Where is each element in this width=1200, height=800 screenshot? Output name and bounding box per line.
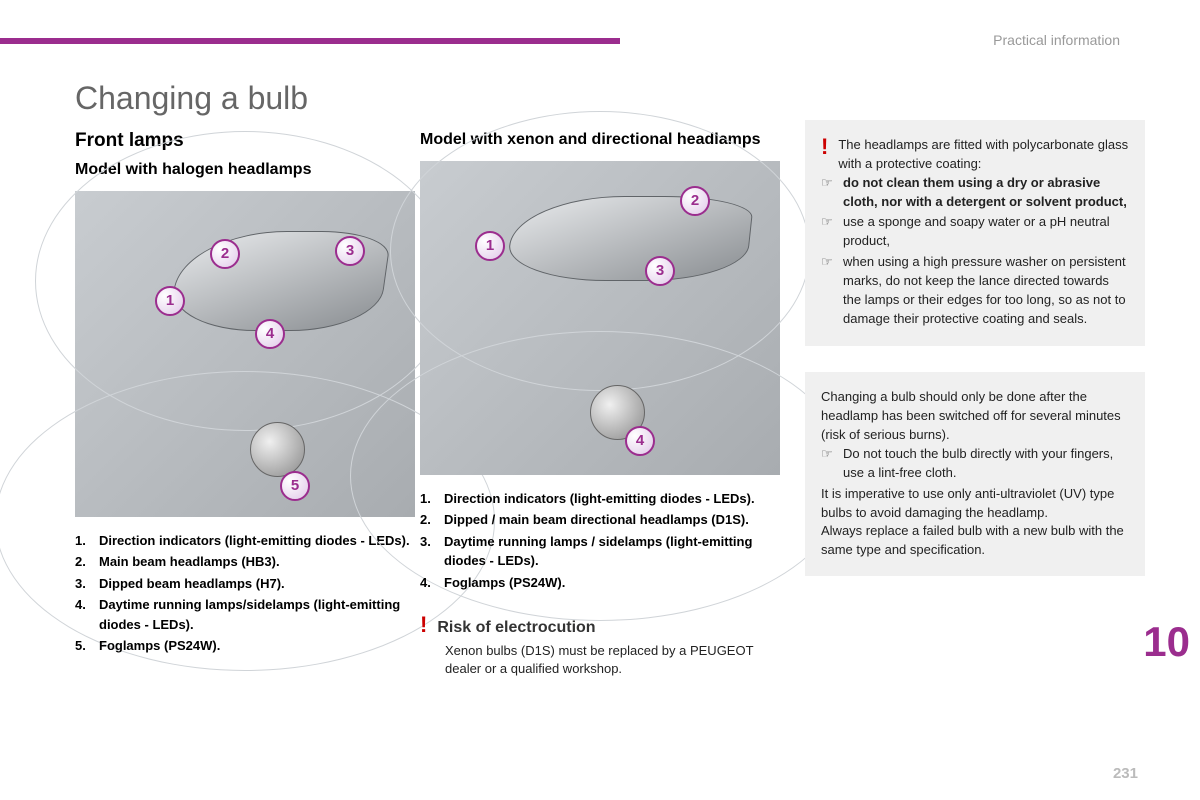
list-item: Foglamps (PS24W). xyxy=(99,636,415,656)
callout-marker: 3 xyxy=(645,256,675,286)
list-item: do not clean them using a dry or abrasiv… xyxy=(843,174,1129,212)
column-halogen: Front lamps Model with halogen headlamps… xyxy=(75,130,415,658)
column-info: ! The headlamps are fitted with polycarb… xyxy=(805,120,1145,602)
callout-marker: 5 xyxy=(280,471,310,501)
list-item: Direction indicators (light-emitting dio… xyxy=(99,531,415,551)
list-item: when using a high pressure washer on per… xyxy=(843,253,1129,328)
list-item: Daytime running lamps / sidelamps (light… xyxy=(444,532,780,571)
changing-p1: Changing a bulb should only be done afte… xyxy=(821,388,1129,445)
xenon-diagram: 1 2 3 4 xyxy=(420,161,780,475)
callout-marker: 1 xyxy=(155,286,185,316)
warning-icon: ! xyxy=(420,612,427,638)
info-box-cleaning: ! The headlamps are fitted with polycarb… xyxy=(805,120,1145,346)
info-box-changing: Changing a bulb should only be done afte… xyxy=(805,372,1145,576)
warning-icon: ! xyxy=(821,136,828,174)
xenon-list: Direction indicators (light-emitting dio… xyxy=(420,489,780,593)
changing-p2: It is imperative to use only anti-ultrav… xyxy=(821,485,1129,523)
callout-marker: 2 xyxy=(680,186,710,216)
cleaning-lead: The headlamps are fitted with polycarbon… xyxy=(838,136,1129,174)
changing-list: Do not touch the bulb directly with your… xyxy=(821,445,1129,483)
warning-body: Xenon bulbs (D1S) must be replaced by a … xyxy=(420,642,780,678)
callout-marker: 3 xyxy=(335,236,365,266)
foglamp-shape xyxy=(250,422,305,477)
list-item: Main beam headlamps (HB3). xyxy=(99,552,415,572)
list-item: Dipped / main beam directional headlamps… xyxy=(444,510,780,530)
list-item: Do not touch the bulb directly with your… xyxy=(843,445,1129,483)
page-title: Changing a bulb xyxy=(75,80,308,117)
page-number: 231 xyxy=(1113,765,1138,782)
callout-marker: 2 xyxy=(210,239,240,269)
changing-p3: Always replace a failed bulb with a new … xyxy=(821,522,1129,560)
list-item: Foglamps (PS24W). xyxy=(444,573,780,593)
callout-marker: 1 xyxy=(475,231,505,261)
section-header: Practical information xyxy=(993,32,1120,48)
callout-marker: 4 xyxy=(255,319,285,349)
column-xenon: Model with xenon and directional headlam… xyxy=(420,130,780,685)
warning-title: Risk of electrocution xyxy=(437,619,595,637)
list-item: Dipped beam headlamps (H7). xyxy=(99,574,415,594)
list-item: use a sponge and soapy water or a pH neu… xyxy=(843,213,1129,251)
callout-marker: 4 xyxy=(625,426,655,456)
list-item: Daytime running lamps/sidelamps (light-e… xyxy=(99,595,415,634)
cleaning-list: do not clean them using a dry or abrasiv… xyxy=(821,174,1129,329)
header-accent-bar xyxy=(0,38,620,44)
chapter-number: 10 xyxy=(1143,618,1190,666)
list-item: Direction indicators (light-emitting dio… xyxy=(444,489,780,509)
